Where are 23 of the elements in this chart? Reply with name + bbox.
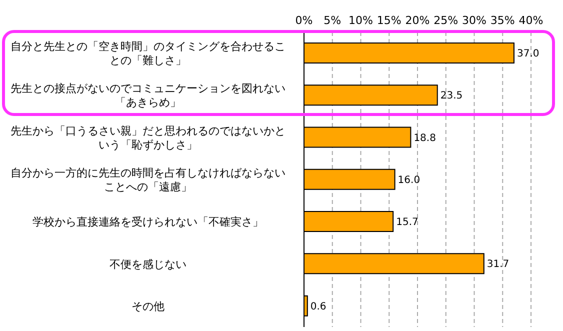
data-label: 31.7	[486, 259, 510, 270]
x-tick-label: 40%	[518, 14, 544, 27]
y-tick-label: 先生から「口うるさい親」だと思われるのではないかという「恥ずかしさ」	[10, 124, 286, 151]
x-tick-label: 5%	[324, 14, 342, 27]
data-label: 23.5	[440, 90, 463, 102]
data-label: 0.6	[310, 301, 326, 312]
x-tick-label: 15%	[376, 14, 402, 27]
x-tick-label: 10%	[348, 14, 373, 27]
y-tick-label: 学校から直接連絡を受けられない「不確実さ」	[32, 215, 264, 228]
data-label: 37.0	[516, 48, 540, 60]
y-tick-label: 自分と先生との「空き時間」のタイミングを合わせることの「難しさ」	[10, 40, 286, 67]
data-label: 18.8	[414, 132, 436, 144]
y-tick-label: 先生との接点がないのでコミュニケーションを図れない「あきらめ」	[10, 82, 286, 109]
y-tick-label: その他	[132, 299, 164, 312]
y-tick-label: 自分から一方的に先生の時間を占有しなければならないことへの「遠慮」	[10, 166, 286, 193]
x-tick-label: 25%	[434, 14, 458, 27]
data-label: 16.0	[398, 174, 420, 186]
x-tick-label: 0%	[295, 14, 313, 27]
data-label: 15.7	[396, 217, 418, 228]
y-tick-label: 不便を感じない	[110, 257, 186, 270]
x-tick-label: 20%	[405, 14, 430, 27]
x-tick-label: 30%	[462, 14, 486, 27]
x-tick-label: 35%	[490, 14, 515, 27]
